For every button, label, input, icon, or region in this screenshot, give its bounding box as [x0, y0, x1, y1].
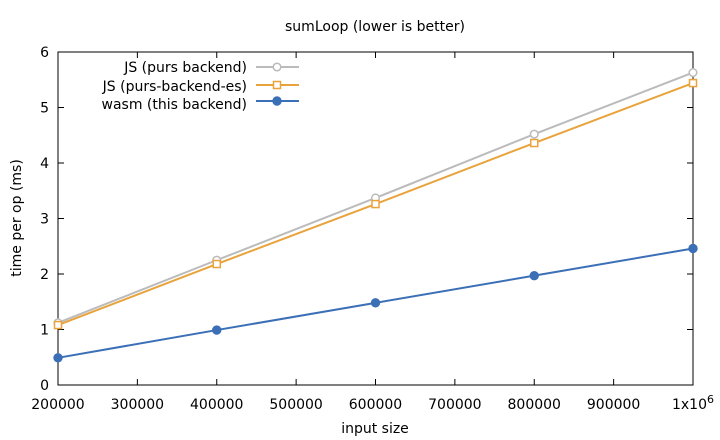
- chart-title: sumLoop (lower is better): [285, 19, 465, 35]
- data-point-marker: [688, 78, 698, 88]
- x-tick-label: 600000: [349, 397, 402, 413]
- y-tick-label: 1: [40, 323, 49, 339]
- legend-label: JS (purs-backend-es): [102, 79, 247, 95]
- tick-group: 200000 300000 400000 500000 600000 700000 8000…: [31, 45, 714, 413]
- y-tick-label: 2: [40, 267, 49, 283]
- series-js-purs-backend-es: [53, 78, 698, 330]
- data-point-marker: [371, 199, 380, 209]
- data-point-marker: [529, 270, 539, 281]
- y-axis-label: time per op (ms): [9, 159, 25, 277]
- x-tick-label: 500000: [269, 397, 322, 413]
- data-point-marker: [688, 67, 698, 78]
- data-point-marker: [370, 298, 381, 308]
- legend-label: JS (purs backend): [123, 60, 247, 76]
- data-point-marker: [212, 325, 222, 335]
- x-tick-label: 700000: [428, 397, 481, 413]
- x-tick-label: 900000: [587, 397, 640, 413]
- data-point-marker: [272, 62, 282, 72]
- series-group: [53, 67, 698, 363]
- y-tick-label: 0: [40, 378, 49, 394]
- y-tick-label: 4: [40, 156, 49, 172]
- x-tick-label: 300000: [111, 397, 164, 413]
- data-point-marker: [530, 138, 539, 148]
- x-tick-label: 200000: [31, 397, 84, 413]
- y-tick-label: 3: [40, 212, 49, 228]
- data-point-marker: [272, 80, 282, 90]
- data-point-marker: [529, 129, 539, 139]
- x-tick-label: 400000: [190, 397, 243, 413]
- x-tick-exponent: 6: [707, 393, 714, 406]
- data-point-marker: [212, 259, 221, 269]
- x-axis-label: input size: [341, 421, 409, 437]
- data-point-marker: [53, 320, 63, 330]
- legend: JS (purs backend) JS (purs-backend-es) w…: [102, 60, 299, 113]
- y-tick-label: 6: [40, 45, 49, 61]
- series-wasm-this-backend: [53, 243, 698, 363]
- data-point-marker: [272, 96, 282, 106]
- legend-label: wasm (this backend): [102, 97, 247, 113]
- data-point-marker: [53, 353, 63, 363]
- x-tick-label: 800000: [508, 397, 561, 413]
- x-tick-label: 1x106: [672, 393, 714, 413]
- data-point-marker: [688, 243, 698, 254]
- y-tick-label: 5: [40, 101, 49, 117]
